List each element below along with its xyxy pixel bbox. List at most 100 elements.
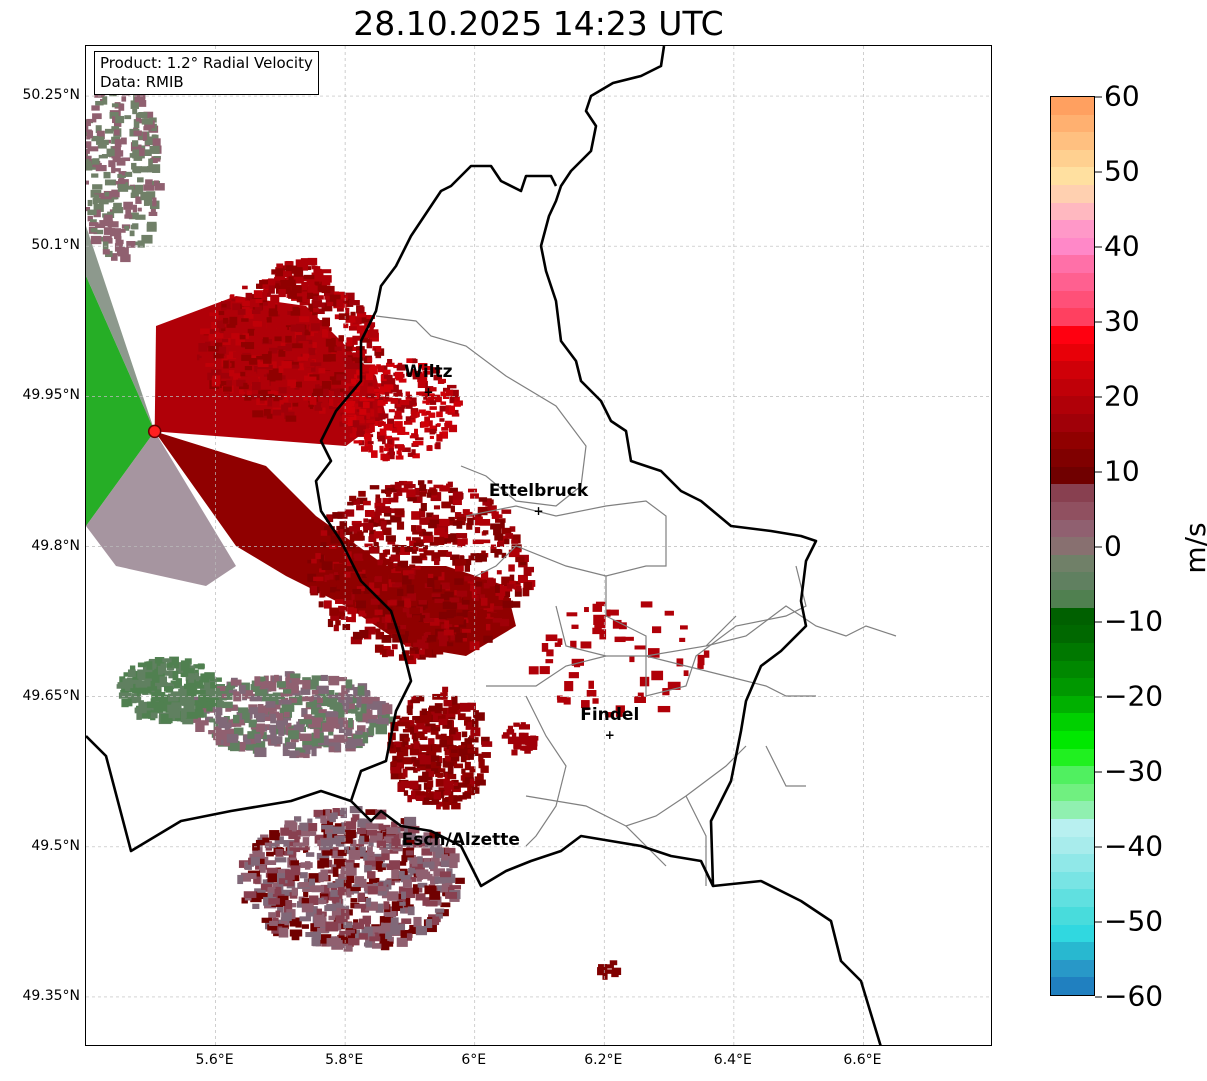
echo-pixel bbox=[127, 681, 134, 689]
colorbar-segment bbox=[1051, 730, 1094, 749]
echo-pixel bbox=[325, 337, 336, 347]
echo-pixel bbox=[412, 496, 423, 503]
echo-pixel bbox=[471, 787, 480, 794]
echo-pixel bbox=[347, 501, 354, 506]
echo-pixel bbox=[267, 887, 275, 896]
echo-pixel bbox=[420, 377, 428, 383]
echo-pixel bbox=[219, 380, 229, 389]
echo-pixel bbox=[637, 692, 644, 698]
echo-pixel bbox=[335, 878, 347, 888]
echo-pixel bbox=[459, 702, 471, 712]
echo-pixel bbox=[86, 207, 91, 212]
lat-tick-label: 49.35°N bbox=[22, 987, 80, 1004]
echo-pixel bbox=[385, 443, 394, 451]
echo-pixel bbox=[173, 663, 179, 669]
echo-pixel bbox=[464, 777, 474, 783]
echo-pixel bbox=[465, 632, 472, 639]
echo-pixel bbox=[370, 926, 383, 935]
echo-pixel bbox=[285, 335, 292, 343]
echo-pixel bbox=[132, 149, 142, 159]
echo-pixel bbox=[352, 352, 362, 358]
echo-pixel bbox=[153, 155, 161, 160]
echo-pixel bbox=[313, 809, 325, 817]
echo-pixel bbox=[401, 855, 408, 863]
echo-pixel bbox=[343, 527, 350, 535]
colorbar-tick-label: 0 bbox=[1095, 529, 1122, 563]
echo-pixel bbox=[288, 830, 301, 840]
echo-pixel bbox=[272, 372, 283, 381]
echo-pixel bbox=[440, 858, 451, 868]
echo-pixel bbox=[351, 839, 357, 847]
echo-pixel bbox=[114, 148, 121, 155]
echo-pixel bbox=[306, 339, 313, 345]
echo-pixel bbox=[263, 288, 272, 293]
echo-pixel bbox=[424, 885, 437, 895]
echo-pixel bbox=[317, 697, 323, 704]
echo-pixel bbox=[580, 641, 592, 649]
echo-pixel bbox=[107, 149, 115, 157]
echo-pixel bbox=[386, 378, 396, 386]
echo-pixel bbox=[464, 576, 476, 582]
echo-pixel bbox=[314, 332, 321, 337]
echo-pixel bbox=[267, 924, 278, 931]
echo-pixel bbox=[320, 275, 332, 283]
map-plot-area[interactable] bbox=[85, 45, 992, 1046]
echo-pixel bbox=[417, 639, 426, 644]
echo-pixel bbox=[239, 334, 246, 340]
echo-pixel bbox=[609, 960, 618, 966]
echo-pixel bbox=[397, 427, 405, 435]
echo-pixel bbox=[92, 158, 100, 165]
echo-pixel bbox=[254, 733, 262, 743]
echo-pixel bbox=[452, 499, 462, 506]
echo-pixel bbox=[223, 317, 229, 324]
echo-pixel bbox=[95, 164, 107, 172]
colorbar-segment bbox=[1051, 942, 1094, 960]
echo-pixel bbox=[395, 455, 404, 460]
echo-pixel bbox=[414, 428, 418, 436]
echo-pixel bbox=[197, 663, 205, 670]
echo-pixel bbox=[433, 791, 442, 800]
echo-pixel bbox=[375, 628, 381, 633]
echo-pixel bbox=[363, 500, 371, 506]
echo-pixel bbox=[439, 871, 451, 878]
echo-pixel bbox=[433, 484, 444, 489]
echo-pixel bbox=[248, 357, 258, 365]
echo-pixel bbox=[340, 807, 347, 819]
echo-pixel bbox=[313, 728, 320, 739]
echo-pixel bbox=[208, 332, 215, 341]
colorbar-segment bbox=[1051, 185, 1094, 203]
echo-pixel bbox=[152, 164, 161, 173]
echo-pixel bbox=[411, 696, 417, 702]
echo-pixel bbox=[252, 903, 260, 910]
echo-pixel bbox=[320, 364, 332, 371]
lon-tick-label: 5.8°E bbox=[325, 1052, 364, 1068]
echo-pixel bbox=[302, 737, 315, 747]
echo-pixel bbox=[379, 552, 386, 560]
echo-pixel bbox=[282, 743, 288, 750]
colorbar-segment bbox=[1051, 554, 1094, 573]
echo-pixel bbox=[387, 623, 398, 630]
echo-pixel bbox=[262, 337, 269, 344]
echo-pixel bbox=[453, 795, 463, 802]
echo-pixel bbox=[412, 715, 421, 721]
echo-pixel bbox=[605, 609, 611, 617]
echo-pixel bbox=[365, 897, 372, 907]
echo-pixel bbox=[183, 705, 195, 712]
echo-pixel bbox=[216, 686, 226, 691]
echo-pixel bbox=[267, 398, 273, 407]
echo-pixel bbox=[377, 602, 385, 608]
echo-pixel bbox=[345, 741, 357, 749]
echo-pixel bbox=[383, 843, 396, 850]
echo-pixel bbox=[354, 878, 367, 888]
echo-pixel bbox=[247, 731, 261, 739]
echo-pixel bbox=[244, 365, 253, 371]
echo-pixel bbox=[416, 732, 425, 739]
echo-pixel bbox=[380, 374, 387, 382]
echo-pixel bbox=[145, 136, 156, 145]
echo-pixel bbox=[396, 450, 402, 455]
echo-pixel bbox=[388, 448, 394, 454]
echo-pixel bbox=[382, 563, 387, 570]
echo-pixel bbox=[433, 744, 442, 753]
echo-pixel bbox=[270, 385, 279, 391]
echo-pixel bbox=[127, 677, 137, 686]
